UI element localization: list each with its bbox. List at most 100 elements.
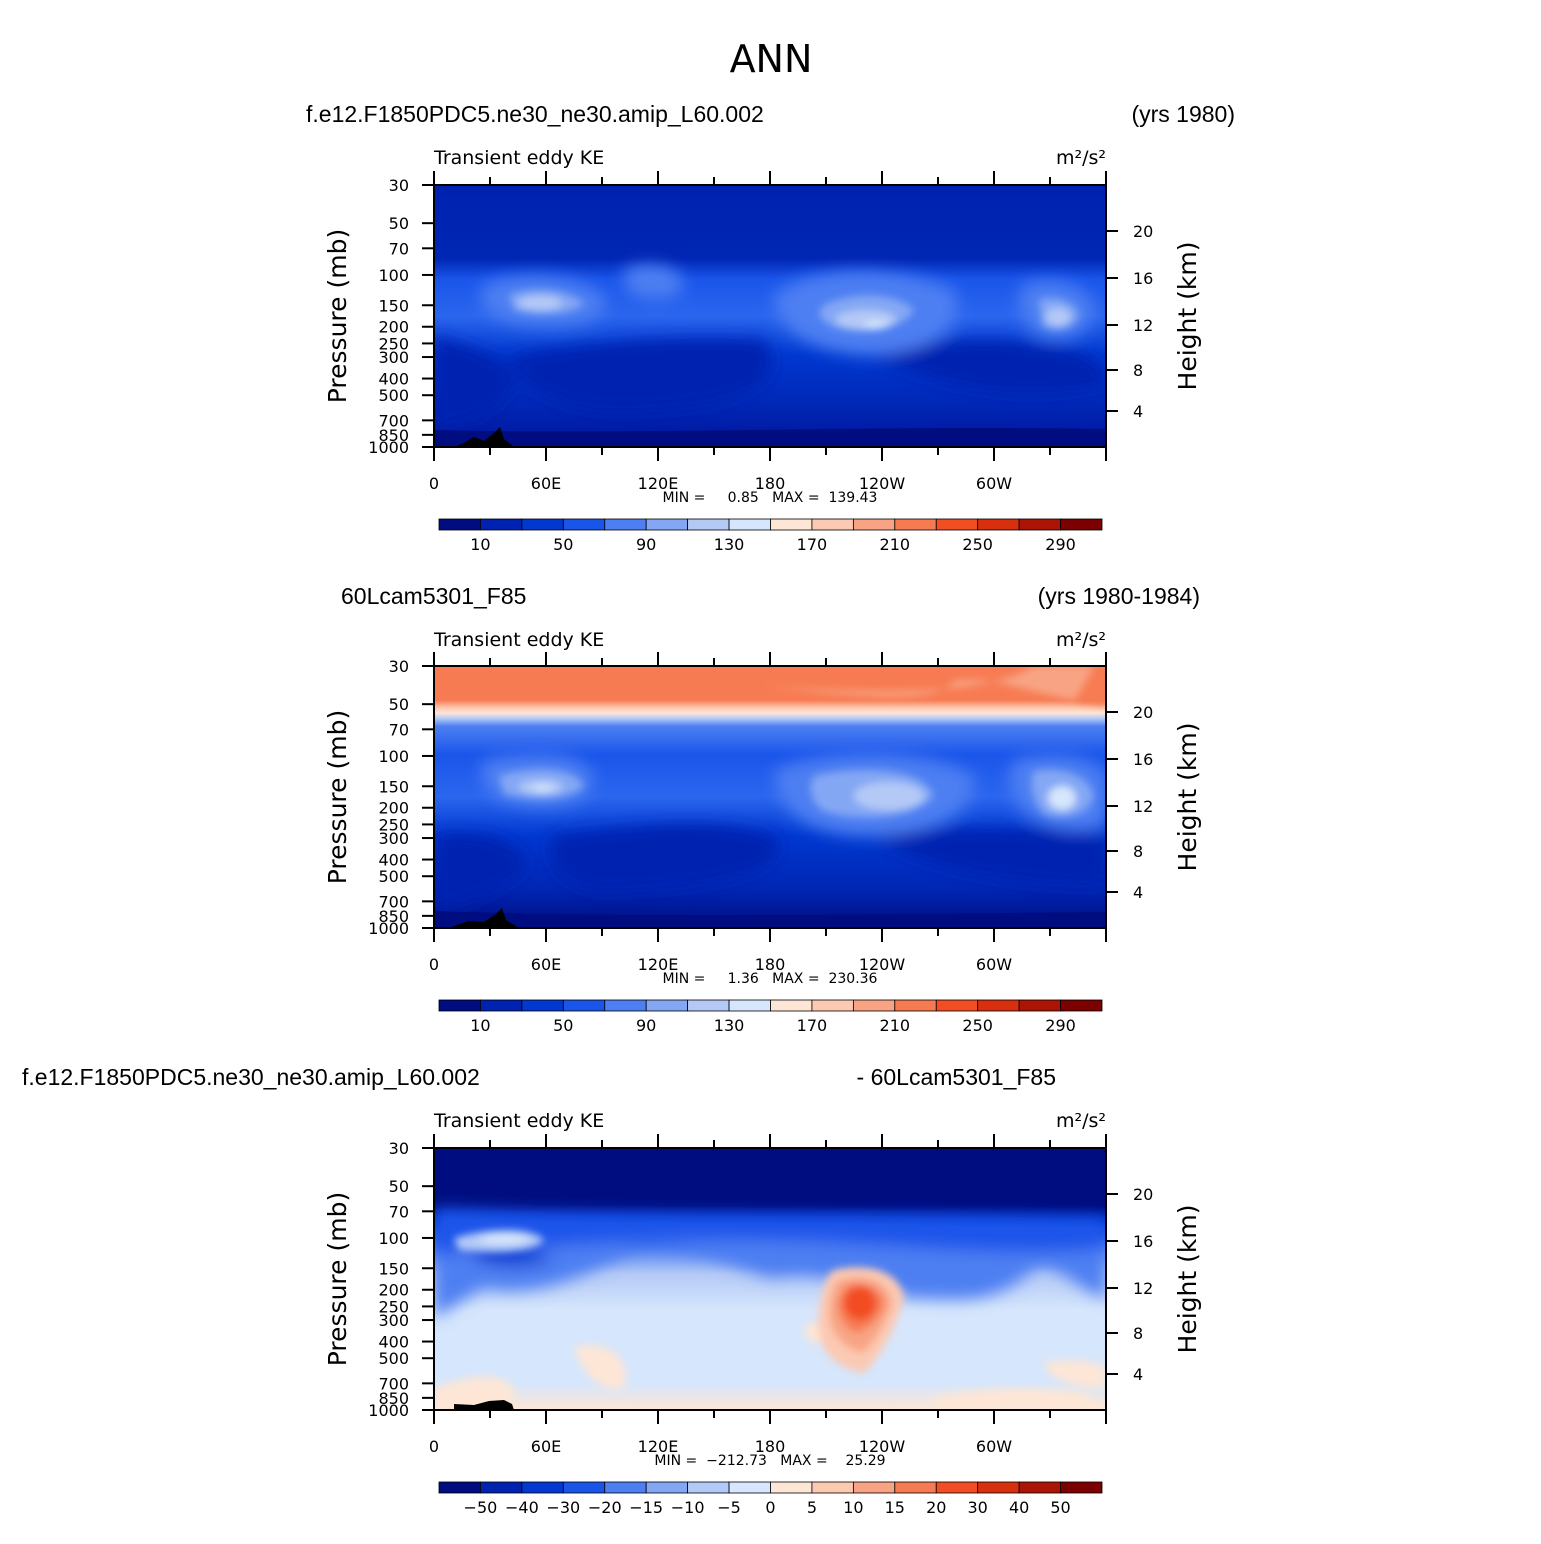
colorbar-swatch	[935, 999, 979, 1012]
longitude-tick-label: 0	[429, 955, 439, 974]
pressure-tick-label: 50	[389, 214, 409, 233]
colorbar-swatch	[645, 999, 689, 1012]
pressure-tick-label: 500	[378, 1349, 409, 1368]
colorbar-swatch	[977, 1481, 1020, 1494]
colorbar-swatch	[1060, 999, 1103, 1012]
colorbar-label: 50	[553, 1016, 573, 1035]
colorbar-swatch	[521, 1481, 564, 1494]
colorbar-swatch	[935, 1481, 979, 1494]
units-label: m²/s²	[1056, 629, 1106, 651]
height-tick-label: 4	[1133, 883, 1143, 902]
colorbar-swatch	[604, 518, 647, 531]
colorbar-swatch	[728, 999, 771, 1012]
pressure-tick-label: 850	[378, 1389, 409, 1408]
pressure-tick-label: 700	[378, 411, 409, 430]
colorbar-label: 10	[470, 535, 490, 554]
colorbar-label: 10	[843, 1498, 863, 1517]
colorbar-label: 10	[470, 1016, 490, 1035]
case-title: f.e12.F1850PDC5.ne30_ne30.amip_L60.002	[22, 1064, 480, 1090]
colorbar-label: 40	[1009, 1498, 1029, 1517]
colorbar-swatch	[438, 518, 481, 531]
pressure-tick-label: 50	[389, 695, 409, 714]
longitude-tick-label: 60W	[976, 1437, 1012, 1456]
colorbar-swatch	[894, 999, 937, 1012]
colorbar-label: −30	[546, 1498, 580, 1517]
colorbar-swatch	[977, 518, 1020, 531]
colorbar-swatch	[521, 518, 564, 531]
colorbar: −50 −40 −30 −20 −15 −10 −5 0 5 10 15 20 30 40 50	[438, 1481, 1103, 1517]
longitude-tick-label: 180	[755, 1437, 786, 1456]
longitude-tick-label: 60E	[531, 474, 561, 493]
pressure-tick-label: 70	[389, 239, 409, 258]
colorbar-swatch	[562, 1481, 606, 1494]
height-tick-label: 4	[1133, 402, 1143, 421]
panel-2: 60Lcam5301_F85 (yrs 1980-1984) Transient…	[323, 583, 1202, 1035]
pressure-tick-label: 100	[378, 1229, 409, 1248]
height-axis: 20 16 12 8 4	[1106, 1185, 1153, 1384]
longitude-tick-label: 60W	[976, 955, 1012, 974]
colorbar-swatch	[852, 1481, 896, 1494]
min-max-label: MIN = 1.36 MAX = 230.36	[663, 971, 878, 987]
pressure-tick-label: 30	[389, 1139, 409, 1158]
colorbar-label: 90	[636, 535, 656, 554]
min-max-label: MIN = 0.85 MAX = 139.43	[663, 490, 878, 506]
height-axis: 20 16 12 8 4	[1106, 222, 1153, 421]
colorbar-label: 210	[880, 535, 911, 554]
pressure-tick-label: 400	[378, 851, 409, 870]
pressure-tick-label: 150	[378, 296, 409, 315]
colorbar-label: 170	[797, 1016, 828, 1035]
colorbar-swatch	[480, 999, 523, 1012]
plot-area	[434, 1148, 1106, 1410]
colorbar-label: −40	[505, 1498, 539, 1517]
colorbar-swatch	[604, 999, 647, 1012]
colorbar-swatch	[1060, 518, 1103, 531]
colorbar-label: −50	[464, 1498, 498, 1517]
colorbar-swatch	[645, 1481, 689, 1494]
units-label: m²/s²	[1056, 1110, 1106, 1132]
pressure-tick-label: 300	[378, 829, 409, 848]
field-label: Transient eddy KE	[433, 147, 604, 169]
pressure-axis-label: Pressure (mb)	[323, 1192, 352, 1366]
pressure-tick-label: 100	[378, 266, 409, 285]
longitude-axis: 0 60E 120E 180 120W 60W	[429, 171, 1107, 493]
colorbar-swatch	[645, 518, 689, 531]
pressure-tick-label: 700	[378, 892, 409, 911]
colorbar-swatch	[687, 518, 730, 531]
colorbar-swatch	[811, 999, 854, 1012]
colorbar-swatch	[438, 1481, 481, 1494]
pressure-axis-label: Pressure (mb)	[323, 710, 352, 884]
pressure-tick-label: 500	[378, 386, 409, 405]
pressure-tick-label: 200	[378, 318, 409, 337]
colorbar-swatch	[1060, 1481, 1103, 1494]
years-label: (yrs 1980)	[1131, 101, 1235, 127]
colorbar-label: 170	[797, 535, 828, 554]
longitude-tick-label: 60W	[976, 474, 1012, 493]
colorbar-swatch	[1018, 1481, 1061, 1494]
colorbar-swatch	[438, 999, 481, 1012]
colorbar-label: 50	[553, 535, 573, 554]
case-title: f.e12.F1850PDC5.ne30_ne30.amip_L60.002	[306, 101, 764, 127]
longitude-tick-label: 120E	[638, 955, 679, 974]
colorbar-label: 290	[1045, 535, 1076, 554]
longitude-tick-label: 120E	[638, 1437, 679, 1456]
colorbar-swatch	[852, 999, 896, 1012]
colorbar-swatch	[562, 518, 606, 531]
pressure-tick-label: 700	[378, 1374, 409, 1393]
pressure-tick-label: 1000	[368, 438, 409, 457]
height-tick-label: 16	[1133, 750, 1153, 769]
pressure-tick-label: 50	[389, 1177, 409, 1196]
colorbar-swatch	[894, 1481, 937, 1494]
pressure-tick-label: 1000	[368, 919, 409, 938]
pressure-tick-label: 70	[389, 1202, 409, 1221]
pressure-tick-label: 250	[378, 815, 409, 834]
colorbar-label: 30	[968, 1498, 988, 1517]
colorbar-label: 0	[765, 1498, 775, 1517]
plot-area	[434, 666, 1106, 928]
longitude-tick-label: 180	[755, 474, 786, 493]
pressure-tick-label: 100	[378, 747, 409, 766]
colorbar-label: 15	[885, 1498, 905, 1517]
colorbar-swatch	[728, 1481, 771, 1494]
colorbar-swatch	[811, 518, 854, 531]
contour-field	[434, 185, 1106, 447]
